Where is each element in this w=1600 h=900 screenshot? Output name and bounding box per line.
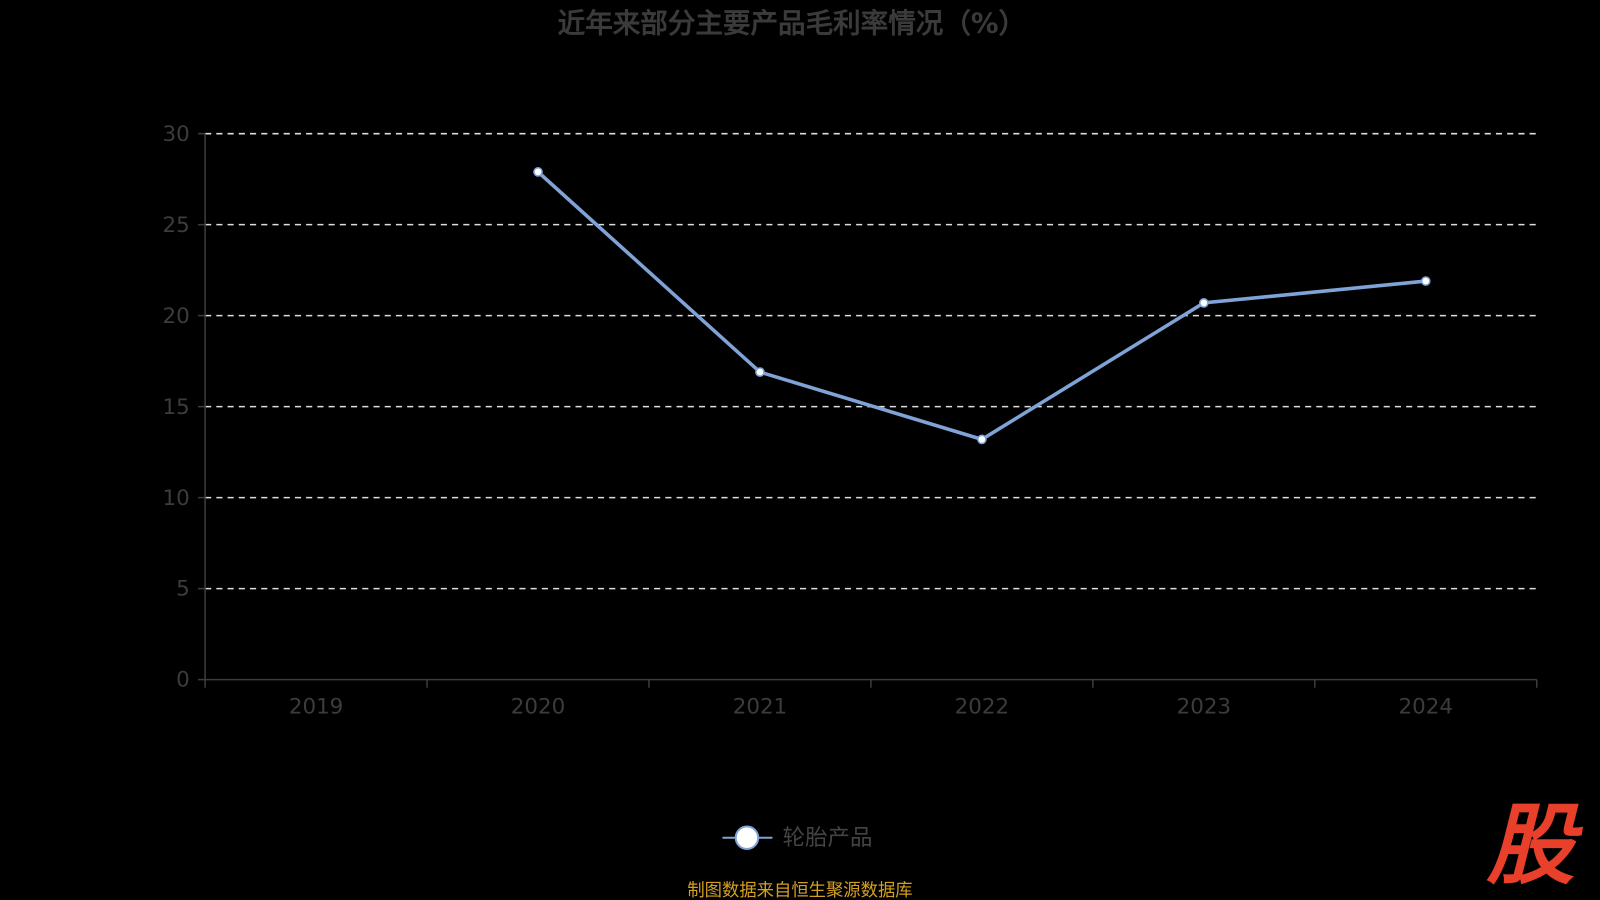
series-line (533, 167, 1431, 445)
data-point (533, 167, 543, 177)
x-tick-label: 2023 (1177, 694, 1231, 719)
series-line-path (536, 170, 1426, 442)
x-tick-label: 2019 (289, 694, 343, 719)
x-tick-label: 2021 (733, 694, 787, 719)
legend-label: 轮胎产品 (783, 825, 873, 851)
legend-marker-icon (734, 825, 760, 850)
y-tick-label: 15 (163, 395, 190, 420)
y-tick-label: 25 (163, 213, 190, 238)
y-tick-label: 5 (176, 577, 190, 602)
logo: 股 (1486, 795, 1584, 897)
y-tick-label: 30 (163, 122, 190, 147)
x-tick-label: 2020 (511, 694, 565, 719)
x-tick-label: 2024 (1399, 694, 1453, 719)
x-tick-label: 2022 (955, 694, 1009, 719)
y-tick-label: 10 (163, 486, 190, 511)
source-note: 制图数据来自恒生聚源数据库 (687, 881, 912, 900)
data-point (977, 434, 987, 445)
y-tick-label: 20 (163, 304, 190, 329)
chart-title: 近年来部分主要产品毛利率情况（%） (558, 8, 1026, 40)
axes: 0 5 10 15 20 25 30 2019 2020 2021 2022 2023 2024 (163, 122, 1538, 719)
y-tick-label: 0 (176, 668, 190, 693)
data-point (755, 367, 765, 377)
legend[interactable]: 轮胎产品 (722, 825, 872, 851)
data-point (1420, 276, 1431, 286)
grid-lines (205, 132, 1537, 590)
data-point (1198, 298, 1209, 308)
